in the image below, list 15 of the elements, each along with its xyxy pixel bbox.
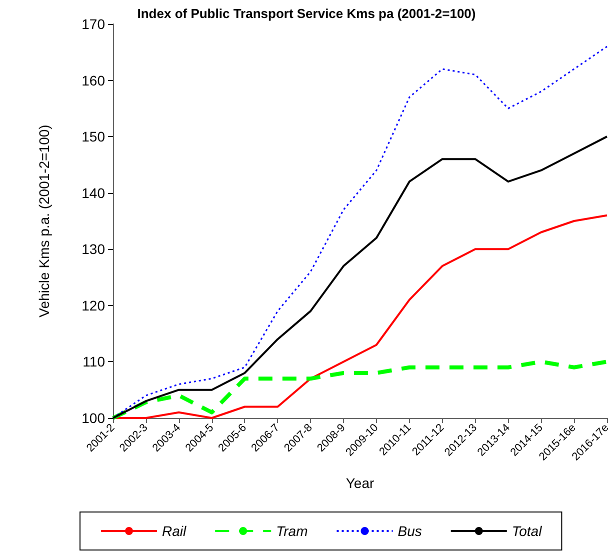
y-tick-label: 140	[82, 184, 106, 201]
chart-title: Index of Public Transport Service Kms pa (2001-2=100)	[137, 6, 476, 21]
y-axis-title: Vehicle Kms p.a. (2001-2=100)	[36, 124, 52, 318]
legend-label: Total	[512, 523, 543, 539]
y-tick-label: 100	[82, 410, 106, 426]
legend-label: Tram	[276, 523, 308, 539]
legend-label: Rail	[162, 523, 188, 539]
y-tick-label: 110	[82, 354, 106, 370]
y-tick-label: 130	[82, 241, 106, 258]
y-tick-label: 150	[82, 128, 106, 145]
y-tick-label: 160	[82, 72, 106, 88]
x-axis-title: Year	[346, 475, 374, 491]
legend-label: Bus	[398, 523, 422, 539]
y-tick-label: 170	[82, 16, 106, 32]
y-tick-label: 120	[82, 297, 106, 314]
